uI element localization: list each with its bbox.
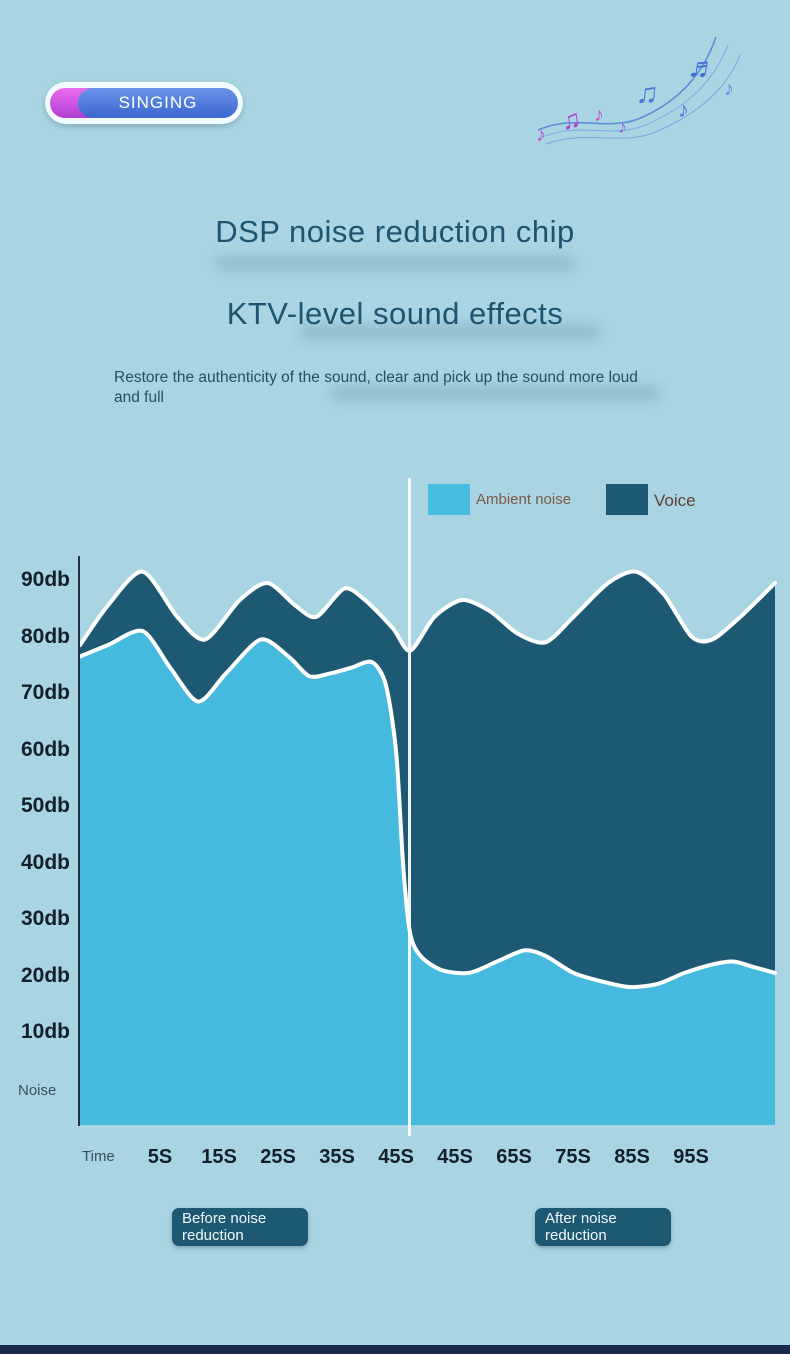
legend-label-voice: Voice <box>654 491 696 510</box>
singing-badge: SINGING <box>45 82 243 124</box>
music-note-icon: ♪ <box>618 117 627 137</box>
x-axis-tick-label: 65S <box>496 1146 532 1168</box>
badge-label: SINGING <box>118 93 198 112</box>
music-note-icon: ♪ <box>724 78 734 100</box>
line-ambient-noise <box>78 628 777 990</box>
music-note-icon: ♪ <box>594 104 604 126</box>
noise-reduction-divider-line <box>408 478 411 1136</box>
y-axis-tick-label: 60db <box>20 737 70 761</box>
before-noise-reduction-label: Before noise reduction <box>172 1208 308 1246</box>
x-axis-tick-label: 5S <box>147 1146 173 1168</box>
y-axis-title: Noise <box>18 1082 57 1099</box>
x-axis-tick-label: 75S <box>555 1146 591 1168</box>
area-ambient-noise <box>80 630 775 1125</box>
ghost-text-blur <box>215 256 575 271</box>
music-note-icon: ♫ <box>634 76 660 111</box>
y-axis-line <box>78 556 80 1126</box>
chart-legend: Ambient noise Voice <box>0 484 790 516</box>
x-axis-tick-label: 95S <box>673 1146 709 1168</box>
x-axis-tick-label: 15S <box>201 1146 237 1168</box>
line-voice <box>78 569 777 653</box>
title-line2: KTV-level sound effects <box>226 296 564 331</box>
y-axis-tick-label: 30db <box>20 907 70 930</box>
bottom-bar <box>0 1345 790 1354</box>
title-line1: DSP noise reduction chip <box>215 214 575 249</box>
x-axis-tick-label: 45S <box>378 1146 414 1168</box>
y-axis-tick-label: 50db <box>20 794 70 817</box>
music-note-icon: ♪ <box>536 124 546 146</box>
legend-label-ambient-noise: Ambient noise <box>476 491 572 508</box>
x-axis-tick-label: 45S <box>437 1146 473 1168</box>
music-notes-illustration: ♪ ♫ ♪ ♪ ♫ ♪ ♬ ♪ <box>536 36 741 146</box>
x-axis-tick-label: 85S <box>614 1146 650 1168</box>
after-noise-reduction-label: After noise reduction <box>535 1208 671 1246</box>
music-note-icon: ♬ <box>686 50 721 88</box>
music-note-icon: ♪ <box>678 97 689 122</box>
x-axis-title: Time <box>82 1148 115 1165</box>
x-axis-tick-label: 35S <box>319 1146 355 1168</box>
y-axis-tick-label: 20db <box>20 963 70 987</box>
legend-swatch-voice <box>606 484 648 515</box>
legend-swatch-ambient-noise <box>428 484 470 515</box>
y-axis-tick-label: 40db <box>20 850 70 874</box>
y-axis-tick-label: 70db <box>20 681 70 704</box>
y-axis-tick-label: 10db <box>20 1020 70 1043</box>
ghost-text-blur <box>330 386 660 401</box>
x-axis-tick-label: 25S <box>260 1146 296 1168</box>
subtitle-text: Restore the authenticity of the sound, c… <box>114 369 638 406</box>
y-axis-tick-label: 80db <box>20 624 70 648</box>
area-voice <box>80 571 775 1125</box>
music-note-icon: ♫ <box>559 103 582 135</box>
y-axis-tick-label: 90db <box>20 568 70 591</box>
ghost-text-blur <box>300 324 600 341</box>
badge-pill: SINGING <box>78 88 238 118</box>
